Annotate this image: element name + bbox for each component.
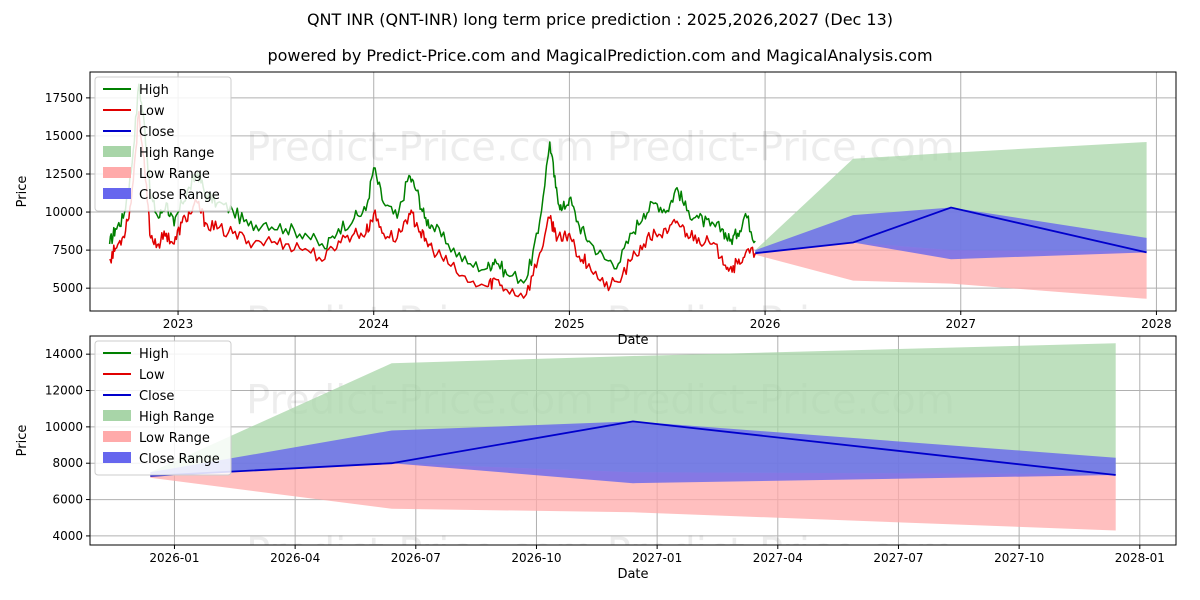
y-tick-label: 17500 [45,91,83,105]
legend-label-high: High [139,83,169,98]
low-line [109,110,757,299]
legend-label-close: Close [139,125,174,140]
chart-subtitle: powered by Predict-Price.com and Magical… [267,46,933,65]
legend-label-low-range: Low Range [139,167,210,182]
watermark-text: Predict-Price.com Predict-Price.com [246,299,955,345]
y-tick-label: 12500 [45,167,83,181]
low-range-band [755,242,1147,299]
y-tick-label: 10000 [45,205,83,219]
y-axis-label: Price [15,176,30,208]
legend-label-close-range: Close Range [139,188,220,203]
x-tick-label: 2025 [554,317,585,331]
y-tick-label: 15000 [45,129,83,143]
y-tick-label: 7500 [52,243,83,257]
legend-swatch-close-range [103,188,131,199]
legend: High Low Close High Range Low Range Close Ran… [94,76,232,212]
legend-label-low: Low [139,104,165,119]
x-tick-label: 2027 [945,317,976,331]
x-tick-label: 2028 [1141,317,1172,331]
chart-title: QNT INR (QNT-INR) long term price predic… [306,10,894,29]
legend-label-high-range: High Range [139,146,214,161]
plot-frame [89,71,1177,312]
y-tick-label: 5000 [52,281,83,295]
x-tick-label: 2023 [163,317,194,331]
close-range-band [755,207,1147,260]
watermark-text: Predict-Price.com Predict-Price.com [246,124,955,170]
x-axis-label: Date [617,333,648,348]
legend-swatch-high-range [103,146,131,157]
legend-swatch-low-range [103,167,131,178]
close-line [755,206,1147,255]
x-tick-label: 2024 [358,317,389,331]
plot-area: Predict-Price.com Predict-Price.com Predi… [15,71,1177,348]
series-layer [108,83,1147,299]
x-tick-label: 2026 [750,317,781,331]
